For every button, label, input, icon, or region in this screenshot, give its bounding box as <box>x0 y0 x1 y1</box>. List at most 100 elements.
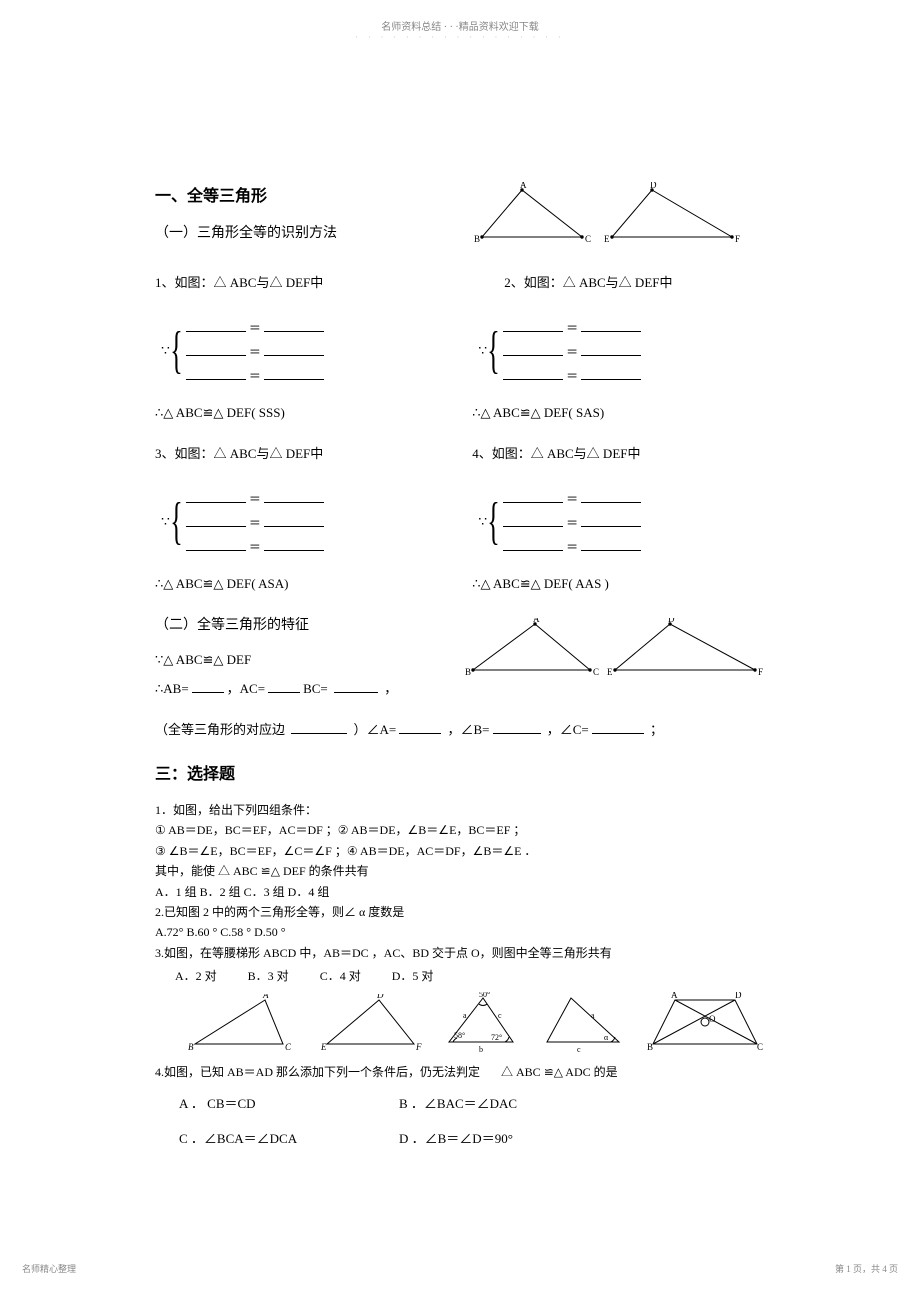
p1-l3: ③ ∠B＝∠E，BC＝EF，∠C＝∠F ；④ AB＝DE，AC＝DF，∠B＝∠E… <box>155 841 765 861</box>
blank-eq: ＝ <box>183 367 327 383</box>
blank-eq: ＝ <box>500 514 644 530</box>
svg-text:B: B <box>474 234 480 244</box>
p4-optA: A ． CB＝CD <box>179 1093 399 1112</box>
svg-text:B: B <box>465 667 471 677</box>
q1-q2-bracket-row: ∵ { ＝ ＝ ＝ ∵ { ＝ ＝ ＝ <box>155 313 765 393</box>
q1-title: 1、如图：△ ABC与△ DEF中 <box>155 272 448 291</box>
svg-text:c: c <box>498 1011 502 1020</box>
p3-optC: C．4 对 <box>320 969 361 983</box>
svg-text:B: B <box>188 1042 194 1052</box>
concl-3: ∴△ ABC≌△ DEF( ASA) <box>155 576 448 592</box>
q3-q4-title-row: 3、如图：△ ABC与△ DEF中 4、如图：△ ABC与△ DEF中 <box>155 443 765 472</box>
q1-bracket: ∵ { ＝ ＝ ＝ <box>161 319 448 383</box>
svg-text:E: E <box>320 1042 327 1052</box>
figure-row: ABC DEF 50° 58° 72° a c b a c <box>185 992 765 1054</box>
p3-optB: B．3 对 <box>248 969 289 983</box>
blank-eq: ＝ <box>183 514 327 530</box>
because-symbol: ∵ <box>478 343 487 360</box>
fig-tri-DEF: D E F <box>319 994 424 1054</box>
section-b-row: （二）全等三角形的特征 ∵△ ABC≌△ DEF ∴AB=，AC=BC= ， <box>155 614 765 707</box>
blank-eq: ＝ <box>500 367 644 383</box>
blank-eq: ＝ <box>183 538 327 554</box>
p1-l4: 其中，能使 △ ABC ≌△ DEF 的条件共有 <box>155 861 765 881</box>
paren-sides-angles: （全等三角形的对应边 ）∠A= ，∠B= ，∠C= ； <box>155 719 765 738</box>
problem-3: 3.如图，在等腰梯形 ABCD 中，AB＝DC ，AC、BD 交于点 O，则图中… <box>155 943 765 963</box>
svg-text:b: b <box>479 1045 483 1054</box>
svg-text:F: F <box>415 1042 422 1052</box>
blank-eq: ＝ <box>500 490 644 506</box>
fig-trapezoid: A D B C O <box>645 992 765 1054</box>
footer-left: 名师精心整理 <box>22 1262 76 1275</box>
svg-text:a: a <box>591 1011 595 1020</box>
footer-right: 第 1 页，共 4 页 <box>835 1262 898 1275</box>
p3-optA: A．2 对 <box>175 969 217 983</box>
main-content: 一、全等三角形 （一）三角形全等的识别方法 ABC DEF <box>0 42 920 1147</box>
left-brace-icon: { <box>487 327 499 375</box>
svg-text:D: D <box>735 992 742 1000</box>
triangle-pair-svg-2: ABC DEF <box>465 618 765 682</box>
svg-text:c: c <box>577 1045 581 1054</box>
p4-optD: D ．∠B＝∠D＝90° <box>399 1128 619 1147</box>
triangles-bottom: ABC DEF <box>465 614 765 682</box>
q3-q4-conc-row: ∴△ ABC≌△ DEF( ASA) ∴△ ABC≌△ DEF( AAS ) <box>155 576 765 606</box>
q3-title: 3、如图：△ ABC与△ DEF中 <box>155 443 448 462</box>
q1-col: ∵ { ＝ ＝ ＝ <box>155 313 448 393</box>
svg-text:F: F <box>758 667 763 677</box>
concl-2: ∴△ ABC≌△ DEF( SAS) <box>472 405 765 421</box>
q3-equations: ＝ ＝ ＝ <box>183 490 327 554</box>
because-symbol: ∵ <box>161 343 170 360</box>
blank-eq: ＝ <box>500 319 644 335</box>
q2-bracket: ∵ { ＝ ＝ ＝ <box>478 319 765 383</box>
concl-4: ∴△ ABC≌△ DEF( AAS ) <box>472 576 765 592</box>
blank-eq: ＝ <box>183 490 327 506</box>
blank-eq: ＝ <box>183 319 327 335</box>
svg-text:O: O <box>709 1014 716 1024</box>
section-3-heading: 三：选择题 <box>155 760 765 784</box>
svg-text:50°: 50° <box>479 992 490 999</box>
svg-text:D: D <box>668 618 675 624</box>
p1-l2: ① AB＝DE，BC＝EF，AC＝DF ；② AB＝DE，∠B＝∠E，BC＝EF… <box>155 820 765 840</box>
p4-l1b: △ ABC ≌△ ADC 的是 <box>501 1065 618 1079</box>
svg-text:C: C <box>593 667 599 677</box>
heading-row: 一、全等三角形 （一）三角形全等的识别方法 ABC DEF <box>155 182 765 260</box>
svg-text:a: a <box>463 1011 467 1020</box>
sub-heading-b: （二）全等三角形的特征 <box>155 614 448 634</box>
fig-tri-alpha: a c α <box>541 992 626 1054</box>
problem-2: 2.已知图 2 中的两个三角形全等，则∠ α 度数是 A.72° B.60 ° … <box>155 902 765 943</box>
p2-l2: A.72° B.60 ° C.58 ° D.50 ° <box>155 922 765 942</box>
q4-col: ∵ { ＝ ＝ ＝ <box>472 484 765 564</box>
q4-title: 4、如图：△ ABC与△ DEF中 <box>472 443 765 462</box>
q1-equations: ＝ ＝ ＝ <box>183 319 327 383</box>
svg-text:A: A <box>533 618 540 624</box>
q3-bracket: ∵ { ＝ ＝ ＝ <box>161 490 448 554</box>
q4-equations: ＝ ＝ ＝ <box>500 490 644 554</box>
fig-tri-ABC: ABC <box>185 994 300 1054</box>
svg-text:C: C <box>585 234 591 244</box>
q1-q2-conc-row: ∴△ ABC≌△ DEF( SSS) ∴△ ABC≌△ DEF( SAS) <box>155 405 765 435</box>
top-header: 名师资料总结 · · ·精品资料欢迎下载 <box>0 0 920 33</box>
svg-text:F: F <box>735 234 740 244</box>
svg-text:D: D <box>650 182 657 190</box>
q4-bracket: ∵ { ＝ ＝ ＝ <box>478 490 765 554</box>
svg-text:D: D <box>376 994 384 1000</box>
section-b-left: （二）全等三角形的特征 ∵△ ABC≌△ DEF ∴AB=，AC=BC= ， <box>155 614 448 707</box>
svg-text:58°: 58° <box>454 1031 465 1040</box>
triangle-pair-svg-1: ABC DEF <box>472 182 752 252</box>
section-heading: 一、全等三角形 <box>155 182 448 206</box>
p1-l5: A．1 组 B．2 组 C．3 组 D．4 组 <box>155 882 765 902</box>
triangles-top: ABC DEF <box>472 182 765 252</box>
blank-eq: ＝ <box>500 538 644 554</box>
left-brace-icon: { <box>170 498 182 546</box>
q2-equations: ＝ ＝ ＝ <box>500 319 644 383</box>
p2-l1: 2.已知图 2 中的两个三角形全等，则∠ α 度数是 <box>155 902 765 922</box>
q2-title: 2、如图：△ ABC与△ DEF中 <box>472 272 765 291</box>
problem-1: 1．如图，给出下列四组条件： ① AB＝DE，BC＝EF，AC＝DF ；② AB… <box>155 800 765 902</box>
therefore-sides: ∴AB=，AC=BC= ， <box>155 678 448 697</box>
svg-text:A: A <box>262 994 269 1000</box>
svg-text:A: A <box>671 992 678 1000</box>
svg-text:B: B <box>647 1042 653 1052</box>
p4-options: A ． CB＝CD B ．∠BAC＝∠DAC C ．∠BCA＝∠DCA D ．∠… <box>179 1093 765 1147</box>
svg-text:E: E <box>604 234 610 244</box>
left-brace-icon: { <box>487 498 499 546</box>
p3-l1: 3.如图，在等腰梯形 ABCD 中，AB＝DC ，AC、BD 交于点 O，则图中… <box>155 943 765 963</box>
